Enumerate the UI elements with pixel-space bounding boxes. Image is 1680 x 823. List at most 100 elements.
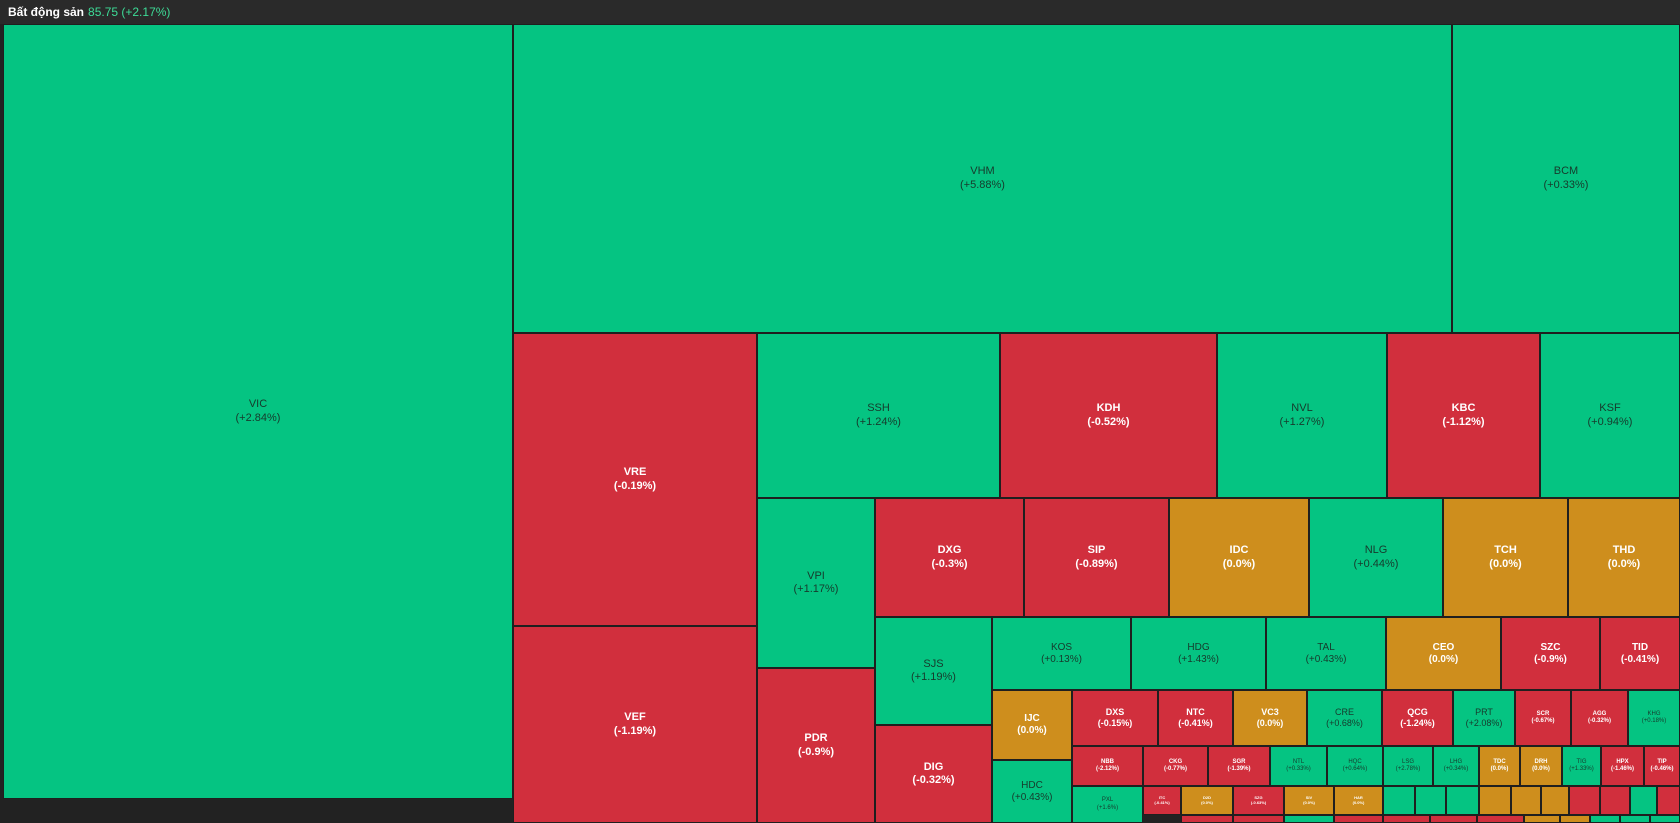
tile-small[interactable] bbox=[1446, 786, 1479, 815]
tile-lhg[interactable]: LHG (+0.34%) bbox=[1433, 746, 1479, 786]
tile-small[interactable] bbox=[1650, 815, 1680, 823]
tile-symbol: ITC bbox=[1158, 794, 1166, 800]
tile-small[interactable] bbox=[1541, 786, 1569, 815]
tile-kos[interactable]: KOS (+0.13%) bbox=[992, 617, 1131, 690]
tile-symbol: TDC bbox=[1493, 758, 1506, 765]
tile-small[interactable] bbox=[1569, 786, 1600, 815]
tile-small[interactable] bbox=[1383, 815, 1430, 823]
tile-small[interactable] bbox=[1511, 786, 1541, 815]
tile-small[interactable] bbox=[1657, 786, 1680, 815]
tile-sgr[interactable]: SGR (-1.39%) bbox=[1208, 746, 1270, 786]
tile-ksf[interactable]: KSF (+0.94%) bbox=[1540, 333, 1680, 498]
tile-qcg[interactable]: QCG (-1.24%) bbox=[1382, 690, 1453, 746]
tile-symbol: NBB bbox=[1101, 758, 1114, 765]
tile-nvl[interactable]: NVL (+1.27%) bbox=[1217, 333, 1387, 498]
tile-change: (-1.12%) bbox=[1442, 415, 1485, 428]
tile-tig[interactable]: TIG (+1.33%) bbox=[1562, 746, 1601, 786]
tile-small[interactable] bbox=[1600, 786, 1630, 815]
tile-d2d[interactable]: D2D (0.0%) bbox=[1181, 786, 1233, 815]
tile-dig[interactable]: DIG (-0.32%) bbox=[875, 725, 992, 823]
tile-small[interactable] bbox=[1630, 786, 1657, 815]
tile-symbol: CRE bbox=[1334, 707, 1354, 718]
tile-idc[interactable]: IDC (0.0%) bbox=[1169, 498, 1309, 617]
tile-kdh[interactable]: KDH (-0.52%) bbox=[1000, 333, 1217, 498]
tile-small[interactable] bbox=[1415, 786, 1446, 815]
tile-pxl[interactable]: PXL (+1.6%) bbox=[1072, 786, 1143, 823]
tile-hpx[interactable]: HPX (-1.46%) bbox=[1601, 746, 1644, 786]
tile-change: (0.0%) bbox=[1428, 653, 1459, 665]
tile-hqc[interactable]: HQC (+0.64%) bbox=[1327, 746, 1383, 786]
tile-ssh[interactable]: SSH (+1.24%) bbox=[757, 333, 1000, 498]
tile-small[interactable] bbox=[1383, 786, 1415, 815]
stock-treemap: VIC (+2.84%) VHM (+5.88%) BCM (+0.33%) VRE (-0.… bbox=[0, 24, 1680, 823]
tile-pdr[interactable]: PDR (-0.9%) bbox=[757, 668, 875, 823]
tile-khg[interactable]: KHG (+0.18%) bbox=[1628, 690, 1680, 746]
tile-szc[interactable]: SZC (-0.9%) bbox=[1501, 617, 1600, 690]
tile-small[interactable] bbox=[1181, 815, 1233, 823]
tile-change: (-0.9%) bbox=[1534, 653, 1567, 665]
tile-scr[interactable]: SCR (-0.67%) bbox=[1515, 690, 1571, 746]
tile-small[interactable] bbox=[1430, 815, 1477, 823]
tile-vpi[interactable]: VPI (+1.17%) bbox=[757, 498, 875, 668]
tile-sjs[interactable]: SJS (+1.19%) bbox=[875, 617, 992, 725]
tile-change: (+0.33%) bbox=[1286, 766, 1311, 772]
tile-vef[interactable]: VEF (-1.19%) bbox=[513, 626, 757, 823]
tile-ceo[interactable]: CEO (0.0%) bbox=[1386, 617, 1501, 690]
tile-bcm[interactable]: BCM (+0.33%) bbox=[1452, 24, 1680, 333]
tile-kbc[interactable]: KBC (-1.12%) bbox=[1387, 333, 1540, 498]
tile-symbol: BCM bbox=[1553, 165, 1579, 178]
tile-lsg[interactable]: LSG (+2.78%) bbox=[1383, 746, 1433, 786]
tile-change: (-0.9%) bbox=[797, 745, 835, 758]
tile-vic[interactable]: VIC (+2.84%) bbox=[3, 24, 513, 799]
tile-ntc[interactable]: NTC (-0.41%) bbox=[1158, 690, 1233, 746]
tile-tid[interactable]: TID (-0.41%) bbox=[1600, 617, 1680, 690]
tile-small[interactable] bbox=[1560, 815, 1590, 823]
tile-nlg[interactable]: NLG (+0.44%) bbox=[1309, 498, 1443, 617]
tile-har[interactable]: HAR (0.0%) bbox=[1334, 786, 1383, 815]
tile-small[interactable] bbox=[1233, 815, 1284, 823]
tile-change: (-0.3%) bbox=[931, 557, 968, 570]
tile-symbol: HDC bbox=[1021, 779, 1043, 791]
tile-agg[interactable]: AGG (-0.32%) bbox=[1571, 690, 1628, 746]
tile-change: (-0.41%) bbox=[1620, 653, 1660, 665]
tile-hdg[interactable]: HDG (+1.43%) bbox=[1131, 617, 1266, 690]
tile-change: (+1.17%) bbox=[793, 583, 839, 595]
tile-tal[interactable]: TAL (+0.43%) bbox=[1266, 617, 1386, 690]
tile-vre[interactable]: VRE (-0.19%) bbox=[513, 333, 757, 626]
tile-szg[interactable]: SZG (-0.63%) bbox=[1233, 786, 1284, 815]
tile-sip[interactable]: SIP (-0.89%) bbox=[1024, 498, 1169, 617]
tile-ckg[interactable]: CKG (-0.77%) bbox=[1143, 746, 1208, 786]
tile-thd[interactable]: THD (0.0%) bbox=[1568, 498, 1680, 617]
tile-symbol: DXG bbox=[937, 544, 962, 557]
tile-ntl[interactable]: NTL (+0.33%) bbox=[1270, 746, 1327, 786]
tile-prt[interactable]: PRT (+2.08%) bbox=[1453, 690, 1515, 746]
tile-small[interactable] bbox=[1334, 815, 1383, 823]
tile-change: (+0.44%) bbox=[1353, 557, 1399, 570]
tile-tdc[interactable]: TDC (0.0%) bbox=[1479, 746, 1520, 786]
tile-small[interactable] bbox=[1477, 815, 1524, 823]
tile-small[interactable] bbox=[1479, 786, 1511, 815]
tile-symbol: LHG bbox=[1449, 758, 1463, 765]
tile-change: (-2.12%) bbox=[1095, 766, 1119, 772]
tile-tch[interactable]: TCH (0.0%) bbox=[1443, 498, 1568, 617]
tile-tip[interactable]: TIP (-0.46%) bbox=[1644, 746, 1680, 786]
tile-vc3[interactable]: VC3 (0.0%) bbox=[1233, 690, 1307, 746]
tile-symbol: TAL bbox=[1317, 641, 1335, 653]
tile-vhm[interactable]: VHM (+5.88%) bbox=[513, 24, 1452, 333]
tile-hdc[interactable]: HDC (+0.43%) bbox=[992, 760, 1072, 823]
tile-ijc[interactable]: IJC (0.0%) bbox=[992, 690, 1072, 760]
tile-itc[interactable]: ITC (-0.41%) bbox=[1143, 786, 1181, 815]
tile-symbol: KSF bbox=[1599, 402, 1621, 415]
tile-nbb[interactable]: NBB (-2.12%) bbox=[1072, 746, 1143, 786]
tile-small[interactable] bbox=[1524, 815, 1560, 823]
tile-dxg[interactable]: DXG (-0.3%) bbox=[875, 498, 1024, 617]
tile-cre[interactable]: CRE (+0.68%) bbox=[1307, 690, 1382, 746]
tile-small[interactable] bbox=[1590, 815, 1620, 823]
tile-symbol: NLG bbox=[1364, 544, 1388, 557]
tile-small[interactable] bbox=[1284, 815, 1334, 823]
tile-small[interactable] bbox=[1620, 815, 1650, 823]
tile-drh[interactable]: DRH (0.0%) bbox=[1520, 746, 1562, 786]
tile-siv[interactable]: SIV (0.0%) bbox=[1284, 786, 1334, 815]
tile-dxs[interactable]: DXS (-0.15%) bbox=[1072, 690, 1158, 746]
tile-symbol: TIP bbox=[1657, 758, 1667, 765]
